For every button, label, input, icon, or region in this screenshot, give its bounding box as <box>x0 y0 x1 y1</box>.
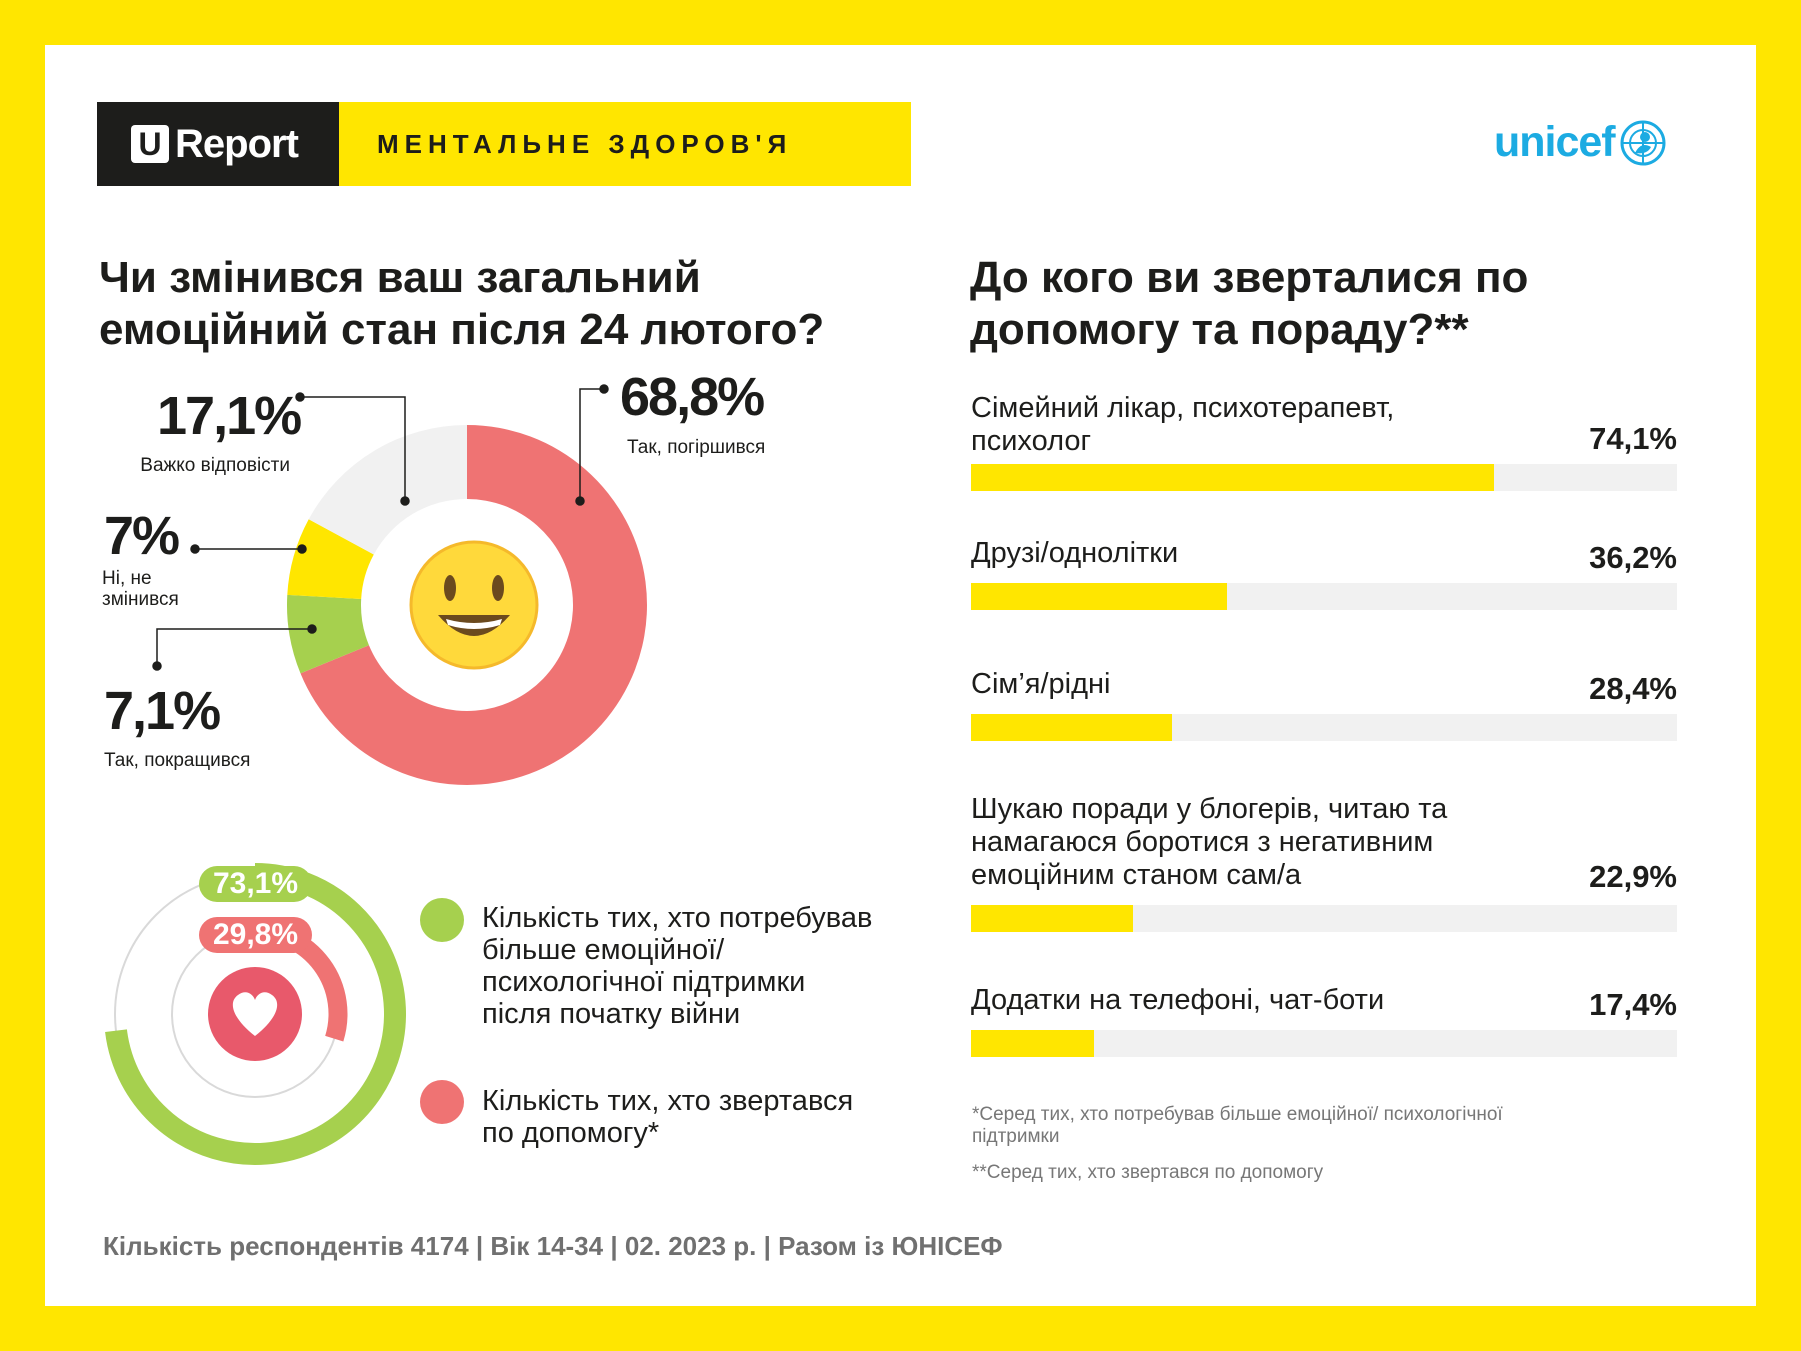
bar-fill <box>971 714 1172 741</box>
footer-methodology: Кількість респондентів 4174 | Вік 14-34 … <box>103 1231 1003 1261</box>
bar-track <box>971 583 1677 610</box>
bar-value: 28,4% <box>1589 671 1677 706</box>
bar-fill <box>971 905 1133 932</box>
bar-label: Сімейний лікар, психотерапевт, психолог <box>971 392 1395 457</box>
bar-row: Шукаю поради у блогерів, читаю та намага… <box>971 793 1677 933</box>
ring-value-needed-support: 73,1% <box>199 866 312 902</box>
bar-value: 74,1% <box>1589 421 1677 456</box>
left-question-title: Чи змінився ваш загальний емоційний стан… <box>99 253 825 354</box>
pct-unchanged: 7% <box>104 506 180 566</box>
bar-label: Сім’я/рідні <box>971 668 1111 700</box>
bar-label: Друзі/однолітки <box>971 537 1179 569</box>
bar-track <box>971 905 1677 932</box>
unicef-logo: unicef <box>1494 118 1667 167</box>
bar-value: 17,4% <box>1589 987 1677 1022</box>
label-worse: Так, погіршився <box>627 437 766 458</box>
bar-row: Сімейний лікар, психотерапевт, психолог … <box>971 392 1677 492</box>
pct-better: 7,1% <box>104 681 221 741</box>
legend-dot-needed-support <box>420 898 464 942</box>
legend-dot-sought-help <box>420 1080 464 1124</box>
label-hard-to-answer: Важко відповісти <box>140 455 290 476</box>
ring-value-sought-help: 29,8% <box>199 917 312 953</box>
bar-fill <box>971 464 1495 491</box>
bar-fill <box>971 1030 1094 1057</box>
pct-worse: 68,8% <box>620 367 765 427</box>
label-unchanged: Ні, не змінився <box>102 568 179 610</box>
bar-fill <box>971 583 1227 610</box>
legend-sought-help: Кількість тих, хто звертався по допомогу… <box>482 1085 854 1149</box>
unicef-emblem-icon <box>1620 120 1666 165</box>
bar-track <box>971 464 1677 491</box>
theme-banner: МЕНТАЛЬНЕ ЗДОРОВ'Я <box>339 102 911 186</box>
bar-label: Шукаю поради у блогерів, читаю та намага… <box>971 793 1448 891</box>
bar-label: Додатки на телефоні, чат-боти <box>971 984 1385 1016</box>
bar-row: Додатки на телефоні, чат-боти 17,4% <box>971 984 1677 1059</box>
footnote-double-star: **Серед тих, хто звертався по допомогу <box>972 1162 1324 1183</box>
legend-needed-support: Кількість тих, хто потребував більше емо… <box>482 902 873 1030</box>
bar-value: 36,2% <box>1589 540 1677 575</box>
ureport-logo: U Report <box>97 102 339 186</box>
bar-track <box>971 1030 1677 1057</box>
bar-row: Друзі/однолітки 36,2% <box>971 537 1677 612</box>
footnote-single-star: *Серед тих, хто потребував більше емоцій… <box>972 1104 1503 1147</box>
bar-track <box>971 714 1677 741</box>
right-question-title: До кого ви зверталися по допомогу та пор… <box>970 253 1529 354</box>
label-better: Так, покращився <box>104 750 251 771</box>
bar-row: Сім’я/рідні 28,4% <box>971 668 1677 743</box>
ureport-logo-letter: U <box>131 125 169 163</box>
pct-hard-to-answer: 17,1% <box>157 386 302 446</box>
bar-value: 22,9% <box>1589 859 1677 894</box>
ureport-logo-word: Report <box>175 121 299 166</box>
unicef-wordmark: unicef <box>1494 118 1616 166</box>
